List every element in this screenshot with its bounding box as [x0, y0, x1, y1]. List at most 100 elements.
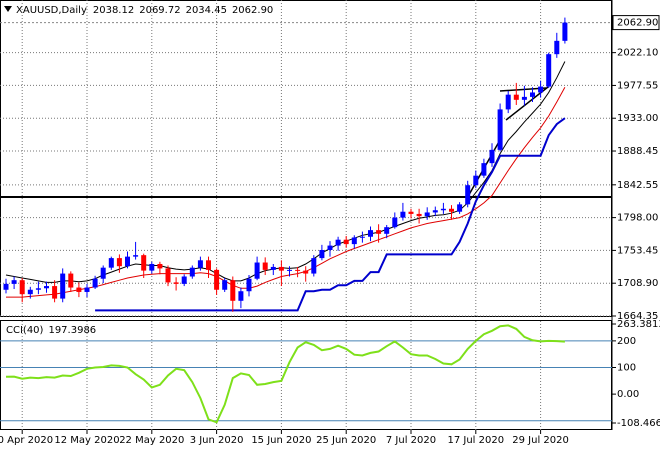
x-tick-label: 30 Apr 2020: [0, 435, 53, 446]
candle-body: [27, 289, 33, 295]
candle-body: [546, 54, 552, 87]
cci-tick-label: -108.4664: [617, 418, 660, 429]
x-tick-label: 15 Jun 2020: [251, 435, 311, 446]
indicator-line: [5, 61, 566, 283]
candle-body: [133, 255, 139, 257]
candle-body: [530, 92, 535, 97]
x-tick-label: 29 Jul 2020: [512, 435, 569, 446]
candle-body: [197, 260, 203, 268]
candle-body: [432, 210, 438, 213]
candle-body: [11, 280, 17, 284]
candle-body: [270, 266, 276, 270]
candle-body: [505, 94, 511, 110]
candle-body: [19, 280, 25, 295]
candle-body: [230, 280, 236, 301]
y-tick-label: 1664.35: [617, 311, 658, 322]
candle-body: [254, 262, 260, 279]
candle-body: [68, 273, 74, 288]
candle-body: [368, 230, 373, 237]
candle-body: [84, 287, 90, 292]
y-tick-label: 1798.00: [617, 213, 658, 224]
candle-body: [513, 94, 519, 100]
cci-header: CCI(40) 197.3986: [6, 325, 96, 336]
candle-body: [149, 263, 155, 271]
cci-line: [5, 324, 565, 424]
candle-body: [497, 109, 503, 150]
candle-body: [189, 267, 195, 277]
candle-body: [489, 149, 495, 164]
candle-body: [392, 217, 398, 228]
candle-body: [3, 283, 9, 290]
candle-body: [449, 208, 454, 212]
candle-body: [554, 40, 560, 55]
candle-body: [319, 250, 325, 259]
candle-body: [44, 286, 49, 289]
candle-body: [408, 211, 414, 214]
y-tick-label: 1977.55: [617, 80, 658, 91]
x-tick-label: 25 Jun 2020: [316, 435, 376, 446]
candle-body: [424, 212, 430, 217]
candle-body: [343, 239, 349, 245]
candle-body: [376, 230, 382, 234]
header-high: 2069.72: [139, 5, 180, 16]
candle-body: [246, 278, 252, 292]
candle-body: [287, 269, 292, 271]
y-tick-label: 1708.90: [617, 278, 658, 289]
candle-body: [60, 273, 66, 299]
candle-body: [214, 269, 220, 290]
candle-body: [473, 175, 479, 186]
header-close: 2062.90: [232, 5, 273, 16]
candle-body: [311, 258, 317, 274]
candle-body: [222, 280, 228, 290]
candle-body: [359, 236, 365, 238]
candle-body: [457, 204, 463, 212]
cci-pane-frame: [0, 320, 612, 430]
candle-body: [52, 286, 58, 299]
last-price-label: 2062.90: [617, 18, 658, 29]
candle-body: [440, 208, 446, 211]
candle-body: [76, 287, 82, 292]
x-tick-label: 17 Jul 2020: [447, 435, 504, 446]
candle-body: [481, 163, 487, 176]
candle-body: [262, 262, 268, 270]
candle-body: [165, 268, 171, 283]
y-tick-label: 1888.45: [617, 146, 658, 157]
candle-body: [400, 211, 406, 218]
candle-body: [538, 86, 544, 93]
candle-body: [327, 245, 333, 251]
candle-body: [295, 269, 301, 271]
candle-body: [92, 278, 98, 288]
indicator-line: [95, 117, 566, 312]
y-tick-label: 1753.45: [617, 245, 658, 256]
candle-body: [465, 185, 471, 205]
header-icon: [4, 6, 12, 12]
x-tick-label: 12 May 2020: [54, 435, 119, 446]
candle-body: [141, 255, 147, 271]
candle-body: [157, 263, 163, 269]
cci-tick-label: 0.00: [617, 389, 639, 400]
header-low: 2034.45: [186, 5, 227, 16]
chart-header: XAUUSD,Daily 2038.12 2069.72 2034.45 2062.90: [16, 5, 273, 16]
candle-body: [384, 227, 390, 234]
candle-body: [238, 291, 244, 301]
candle-body: [562, 22, 568, 41]
cci-tick-label: 100: [617, 362, 636, 373]
y-tick-label: 1842.55: [617, 180, 658, 191]
candle-body: [181, 276, 187, 284]
cci-tick-label: 200: [617, 336, 636, 347]
cci-last-value: 197.3986: [48, 325, 96, 336]
y-tick-label: 1933.00: [617, 113, 658, 124]
candle-body: [303, 270, 309, 274]
candle-body: [206, 260, 211, 270]
cci-tick-label: 263.3813: [617, 319, 660, 330]
candle-body: [335, 239, 341, 246]
x-tick-label: 7 Jul 2020: [386, 435, 436, 446]
cci-title: CCI(40): [6, 325, 44, 336]
candle-body: [416, 213, 422, 217]
candle-body: [108, 258, 114, 268]
candle-body: [351, 237, 357, 245]
candle-body: [116, 258, 122, 267]
candle-body: [100, 267, 106, 279]
x-tick-label: 3 Jun 2020: [190, 435, 244, 446]
